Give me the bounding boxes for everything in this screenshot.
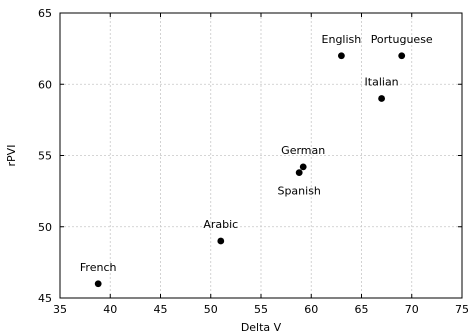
x-tick-label: 35 xyxy=(53,303,67,316)
point-label: Italian xyxy=(365,76,399,89)
y-tick-label: 60 xyxy=(38,78,52,91)
y-axis-title: rPVI xyxy=(5,145,18,167)
data-points: English Portuguese Italian German Spanish Ara… xyxy=(80,33,433,288)
axis-ticks: 35 40 45 50 55 60 65 70 75 45 50 55 60 65 xyxy=(38,7,469,316)
data-point xyxy=(338,52,345,60)
x-axis-title: Delta V xyxy=(241,321,282,332)
point-label: German xyxy=(281,144,325,157)
x-tick-label: 65 xyxy=(355,303,369,316)
x-tick-label: 50 xyxy=(204,303,218,316)
point-label: Arabic xyxy=(203,218,238,231)
point-label: Portuguese xyxy=(371,33,433,46)
point-label: French xyxy=(80,261,117,274)
x-tick-label: 55 xyxy=(254,303,268,316)
data-point xyxy=(94,280,102,288)
x-tick-label: 60 xyxy=(304,303,318,316)
x-tick-label: 75 xyxy=(455,303,469,316)
data-point xyxy=(398,52,406,60)
y-tick-label: 55 xyxy=(38,150,52,163)
point-label: Spanish xyxy=(277,185,320,198)
data-point xyxy=(295,169,303,177)
data-point xyxy=(299,163,307,171)
y-tick-label: 45 xyxy=(38,292,52,305)
y-tick-label: 50 xyxy=(38,221,52,234)
data-point xyxy=(378,95,385,102)
data-point xyxy=(217,237,225,245)
y-tick-label: 65 xyxy=(38,7,52,20)
x-tick-label: 70 xyxy=(405,303,419,316)
point-label: English xyxy=(322,33,362,46)
grid-lines xyxy=(60,13,462,298)
x-tick-label: 40 xyxy=(103,303,117,316)
x-tick-label: 45 xyxy=(154,303,168,316)
